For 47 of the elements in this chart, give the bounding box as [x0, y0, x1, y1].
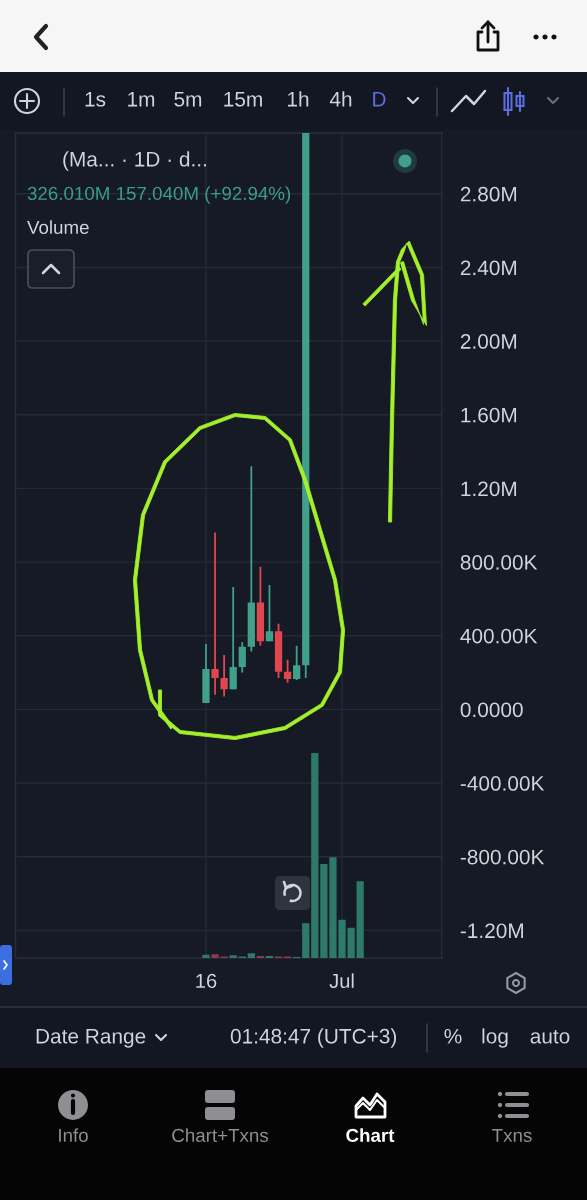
- text: (Ma... · 1D · d...: [63, 151, 206, 171]
- text: 1s: [85, 92, 106, 107]
- text: 01:48:47 (UTC+3): [230, 1028, 397, 1048]
- y-tick-label: -800.00K: [460, 849, 545, 865]
- y-tick-label: 400.00K: [460, 628, 538, 644]
- text: Chart: [346, 1128, 395, 1143]
- bar: [247, 953, 255, 958]
- candlestick: [265, 584, 274, 643]
- bar: [356, 881, 364, 958]
- bar: [256, 955, 265, 958]
- y-tick-label: 2.40M: [460, 260, 517, 276]
- y-tick-label: 2.00M: [460, 334, 517, 349]
- candlestick: [283, 658, 292, 684]
- y-tick-label: -1.20M: [460, 923, 523, 939]
- candlestick: [220, 654, 228, 698]
- text: Txns: [492, 1128, 532, 1143]
- text: Chart+Txns: [172, 1128, 269, 1143]
- bar: [265, 955, 274, 958]
- candlestick: [293, 644, 301, 681]
- text: Date Range: [36, 1029, 146, 1048]
- y-tick-label: -400.00K: [460, 776, 545, 791]
- annotation: Volume: [27, 220, 89, 235]
- text: 15m: [224, 92, 262, 107]
- text: 5m: [174, 92, 202, 107]
- text: log: [482, 1028, 508, 1048]
- text: auto: [530, 1029, 570, 1044]
- bar: [229, 955, 237, 958]
- bar: [311, 753, 319, 958]
- y-tick-label: 0.0000: [460, 702, 523, 718]
- y-tick-label: 800.00K: [460, 555, 538, 570]
- text: %: [444, 1028, 462, 1044]
- bar: [202, 954, 210, 958]
- text: 1h: [288, 91, 309, 107]
- text: D: [373, 92, 386, 107]
- candlestick: [238, 641, 246, 674]
- x-tick-label: 16: [196, 973, 217, 989]
- text: 326.010M 157.040M (+92.94%): [27, 186, 291, 204]
- x-tick-label: Jul: [329, 973, 354, 989]
- candlestick: [229, 586, 237, 691]
- y-tick-label: 1.60M: [461, 407, 517, 423]
- y-tick-label: 2.80M: [460, 186, 517, 202]
- candlestick: [211, 531, 219, 696]
- y-tick-label: 1.20M: [461, 481, 517, 497]
- text: 1m: [128, 92, 155, 107]
- bar: [302, 923, 310, 958]
- text: Info: [59, 1128, 88, 1143]
- text: 4h: [329, 91, 352, 107]
